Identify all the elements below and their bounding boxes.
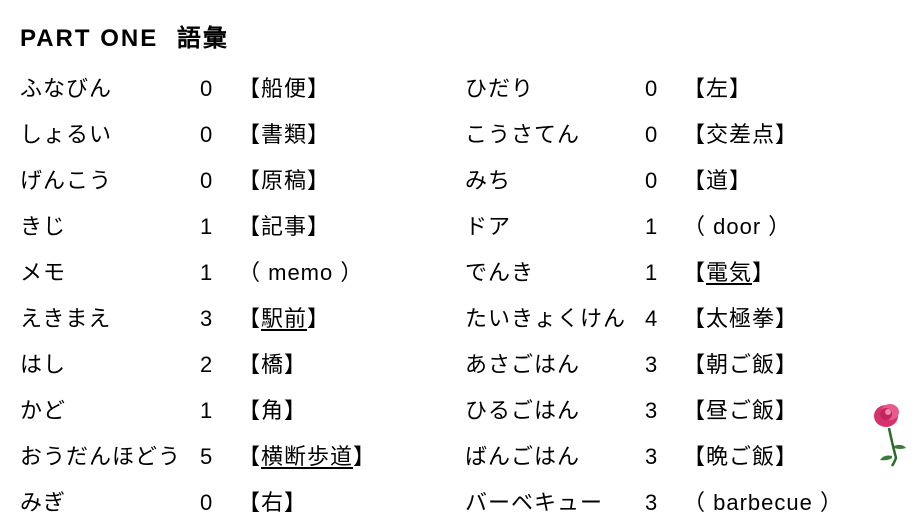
vocab-accent: 3 <box>645 398 675 424</box>
vocab-kanji: 【駅前】 <box>230 301 330 333</box>
vocab-kanji: 【晩ご飯】 <box>675 439 798 471</box>
vocab-row: ひだり0【左】 <box>465 71 900 117</box>
left-column: ふなびん0【船便】しょるい0【書類】げんこう0【原稿】きじ1【記事】メモ1（ m… <box>20 71 455 531</box>
vocab-row: みぎ0【右】 <box>20 485 455 531</box>
vocab-row: でんき1【電気】 <box>465 255 900 301</box>
vocab-kanji: 【船便】 <box>230 71 330 103</box>
vocab-reading: かど <box>20 393 200 425</box>
vocab-reading: おうだんほどう <box>20 439 200 471</box>
vocab-row: しょるい0【書類】 <box>20 117 455 163</box>
vocab-row: ばんごはん3【晩ご飯】 <box>465 439 900 485</box>
vocab-reading: たいきょくけん <box>465 301 645 333</box>
rose-icon <box>864 388 914 468</box>
vocab-kanji: 【角】 <box>230 393 307 425</box>
vocab-row: こうさてん0【交差点】 <box>465 117 900 163</box>
vocab-row: はし2【橋】 <box>20 347 455 393</box>
part-label: PART ONE <box>20 25 158 52</box>
vocab-kanji: 【朝ご飯】 <box>675 347 798 379</box>
vocab-accent: 1 <box>645 260 675 286</box>
vocab-kanji: 【左】 <box>675 71 752 103</box>
vocab-accent: 5 <box>200 444 230 470</box>
vocab-accent: 3 <box>645 444 675 470</box>
vocab-accent: 1 <box>645 214 675 240</box>
vocab-reading: えきまえ <box>20 301 200 333</box>
vocab-kanji: 【原稿】 <box>230 163 330 195</box>
vocab-columns: ふなびん0【船便】しょるい0【書類】げんこう0【原稿】きじ1【記事】メモ1（ m… <box>20 71 900 531</box>
vocab-reading: ばんごはん <box>465 439 645 471</box>
section-subtitle: 語彙 <box>177 25 229 52</box>
vocab-reading: げんこう <box>20 163 200 195</box>
vocab-kanji: 【道】 <box>675 163 752 195</box>
vocab-accent: 0 <box>645 76 675 102</box>
vocab-accent: 0 <box>645 168 675 194</box>
vocab-reading: みぎ <box>20 485 200 517</box>
vocab-reading: バーベキュー <box>465 485 645 517</box>
vocab-row: ふなびん0【船便】 <box>20 71 455 117</box>
vocab-kanji: 【横断歩道】 <box>230 439 376 471</box>
vocab-reading: こうさてん <box>465 117 645 149</box>
vocab-accent: 3 <box>200 306 230 332</box>
vocab-accent: 2 <box>200 352 230 378</box>
vocab-reading: ドア <box>465 209 645 241</box>
vocab-accent: 4 <box>645 306 675 332</box>
vocab-kanji: 【橋】 <box>230 347 307 379</box>
vocab-reading: でんき <box>465 255 645 287</box>
vocab-reading: メモ <box>20 255 200 287</box>
vocab-accent: 1 <box>200 398 230 424</box>
vocab-reading: ひるごはん <box>465 393 645 425</box>
vocab-reading: みち <box>465 163 645 195</box>
vocab-kanji: （ barbecue ） <box>675 485 843 517</box>
vocab-row: おうだんほどう5【横断歩道】 <box>20 439 455 485</box>
vocab-reading: ひだり <box>465 71 645 103</box>
vocab-row: ひるごはん3【昼ご飯】 <box>465 393 900 439</box>
vocab-accent: 3 <box>645 490 675 516</box>
vocab-row: げんこう0【原稿】 <box>20 163 455 209</box>
vocab-accent: 3 <box>645 352 675 378</box>
vocab-kanji: （ door ） <box>675 209 791 241</box>
vocab-accent: 0 <box>200 168 230 194</box>
vocab-reading: はし <box>20 347 200 379</box>
vocab-kanji: 【電気】 <box>675 255 775 287</box>
vocab-reading: きじ <box>20 209 200 241</box>
vocab-row: みち0【道】 <box>465 163 900 209</box>
vocab-reading: しょるい <box>20 117 200 149</box>
vocab-kanji: （ memo ） <box>230 255 363 287</box>
vocab-accent: 0 <box>645 122 675 148</box>
vocab-row: バーベキュー3（ barbecue ） <box>465 485 900 531</box>
vocab-accent: 0 <box>200 76 230 102</box>
vocab-kanji: 【交差点】 <box>675 117 798 149</box>
vocab-row: たいきょくけん4【太極拳】 <box>465 301 900 347</box>
vocab-kanji: 【記事】 <box>230 209 330 241</box>
vocab-reading: ふなびん <box>20 71 200 103</box>
vocab-accent: 1 <box>200 214 230 240</box>
vocab-row: えきまえ3【駅前】 <box>20 301 455 347</box>
vocab-reading: あさごはん <box>465 347 645 379</box>
vocab-kanji: 【太極拳】 <box>675 301 798 333</box>
vocab-row: メモ1（ memo ） <box>20 255 455 301</box>
vocab-accent: 0 <box>200 122 230 148</box>
vocab-kanji: 【右】 <box>230 485 307 517</box>
vocab-row: あさごはん3【朝ご飯】 <box>465 347 900 393</box>
right-column: ひだり0【左】こうさてん0【交差点】みち0【道】ドア1（ door ）でんき1【… <box>465 71 900 531</box>
vocab-row: かど1【角】 <box>20 393 455 439</box>
section-header: PART ONE 語彙 <box>20 18 900 53</box>
vocab-accent: 0 <box>200 490 230 516</box>
vocab-row: きじ1【記事】 <box>20 209 455 255</box>
vocab-accent: 1 <box>200 260 230 286</box>
vocab-row: ドア1（ door ） <box>465 209 900 255</box>
vocab-kanji: 【昼ご飯】 <box>675 393 798 425</box>
vocab-kanji: 【書類】 <box>230 117 330 149</box>
